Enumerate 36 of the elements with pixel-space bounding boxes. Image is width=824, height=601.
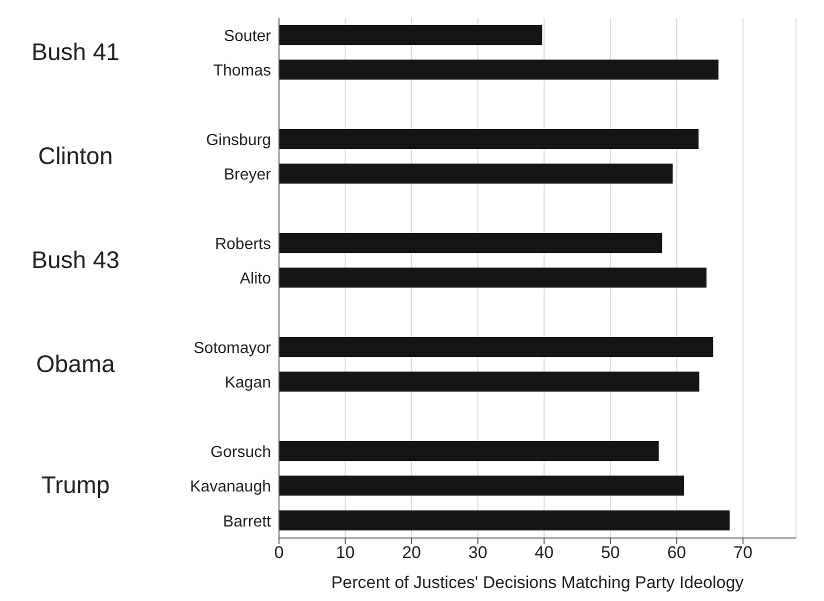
x-axis-title: Percent of Justices' Decisions Matching Party Ideology (331, 573, 744, 592)
x-tick-label: 10 (336, 543, 355, 562)
text: Clinton (37, 142, 114, 171)
bar (279, 268, 707, 288)
y-tick-label: Sotomayor (194, 340, 272, 358)
bar (279, 510, 730, 530)
y-tick-label: Breyer (224, 166, 272, 184)
y-tick-label: Thomas (213, 62, 271, 80)
x-tick-label: 20 (402, 543, 422, 562)
x-tick-label: 60 (667, 543, 686, 562)
bar (279, 337, 714, 357)
y-tick-label: Ginsburg (206, 132, 271, 150)
text: Obama (35, 350, 116, 379)
text: Bush 43 (30, 246, 121, 275)
y-tick-label: Roberts (214, 236, 271, 254)
y-tick-label: Alito (240, 270, 272, 288)
y-tick-label: Gorsuch (210, 444, 271, 462)
bar (279, 372, 700, 392)
x-tick-label: 30 (468, 543, 488, 562)
y-tick-label: Barrett (222, 513, 272, 530)
x-tick-label: 0 (274, 543, 284, 562)
bar (279, 476, 684, 496)
bar (279, 129, 699, 149)
y-tick-label: Kavanaugh (190, 478, 271, 496)
text: Bush 41 (30, 38, 121, 67)
bar (279, 441, 659, 461)
bar (279, 60, 718, 80)
bar (279, 25, 542, 45)
bar (279, 164, 673, 184)
y-tick-label: Kagan (224, 374, 271, 392)
text: Trump (40, 472, 111, 500)
x-tick-label: 50 (600, 543, 620, 562)
x-tick-label: 70 (734, 543, 752, 562)
y-tick-label: Souter (224, 28, 272, 46)
bar (279, 233, 662, 253)
x-tick-label: 40 (534, 543, 554, 562)
